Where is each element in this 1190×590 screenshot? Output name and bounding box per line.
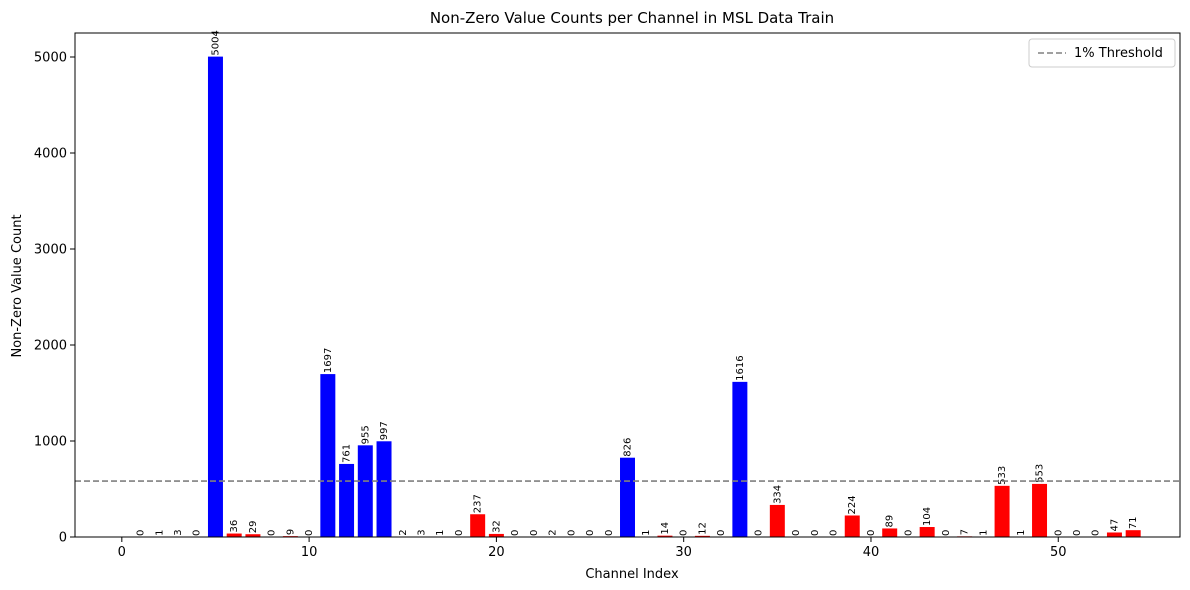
bar-channel-41 — [882, 528, 898, 537]
bar-value-label: 0 — [866, 530, 877, 536]
bar-channel-31 — [694, 535, 710, 537]
bar-value-label: 3 — [173, 529, 184, 535]
bar-channel-5 — [207, 56, 223, 538]
x-tick-label: 40 — [863, 545, 880, 560]
bar-value-label: 0 — [941, 530, 952, 536]
bar-value-label: 89 — [885, 515, 896, 528]
bar-channel-54 — [1125, 530, 1141, 537]
chart-title: Non-Zero Value Counts per Channel in MSL… — [430, 9, 834, 27]
bar-value-label: 955 — [360, 425, 371, 444]
legend: 1% Threshold — [1028, 38, 1176, 68]
bar-value-label: 1 — [435, 530, 446, 536]
bar-value-label: 0 — [903, 530, 914, 536]
bar-value-label: 5004 — [210, 30, 221, 55]
bar-channel-43 — [919, 527, 935, 537]
bar-channel-19 — [470, 514, 486, 537]
bar-value-label: 1616 — [735, 355, 746, 380]
y-tick-label: 0 — [59, 531, 67, 546]
bar-value-label: 0 — [267, 530, 278, 536]
bar-value-label: 0 — [679, 530, 690, 536]
y-tick-label: 2000 — [34, 339, 67, 354]
bar-value-label: 0 — [304, 530, 315, 536]
bar-value-label: 553 — [1035, 464, 1046, 483]
bar-value-label: 0 — [1072, 530, 1083, 536]
bar-channel-35 — [769, 504, 785, 537]
bar-value-label: 0 — [585, 530, 596, 536]
bar-value-label: 3 — [416, 529, 427, 535]
bar-value-label: 0 — [754, 530, 765, 536]
bar-value-label: 1 — [641, 530, 652, 536]
bar-channel-11 — [320, 374, 336, 537]
y-axis-title: Non-Zero Value Count — [10, 214, 25, 357]
bar-value-label: 997 — [379, 421, 390, 440]
y-axis: 0 1000 2000 3000 4000 5000 — [34, 51, 75, 546]
bar-value-label: 1 — [978, 530, 989, 536]
bar-value-label: 12 — [697, 522, 708, 535]
bar-value-label: 2 — [398, 529, 409, 535]
bar-value-label: 29 — [248, 520, 259, 533]
bar-channel-7 — [245, 534, 261, 537]
bar-value-label: 0 — [810, 530, 821, 536]
x-tick-label: 30 — [675, 545, 692, 560]
bar-value-label: 0 — [529, 530, 540, 536]
bar-value-label: 0 — [1091, 530, 1102, 536]
bar-value-label: 533 — [997, 466, 1008, 485]
bar-value-label: 0 — [829, 530, 840, 536]
bar-channel-39 — [844, 515, 860, 537]
bar-channel-27 — [620, 457, 635, 537]
bar-value-label: 0 — [716, 530, 727, 536]
x-tick-label: 0 — [118, 545, 126, 560]
bar-value-label: 237 — [473, 494, 484, 513]
bar-value-label: 0 — [604, 530, 615, 536]
bar-value-label: 0 — [454, 530, 465, 536]
legend-threshold-label: 1% Threshold — [1074, 46, 1163, 61]
bar-channel-29 — [657, 535, 673, 537]
bar-value-label: 0 — [136, 530, 147, 536]
bar-value-label: 1 — [1016, 530, 1027, 536]
bar-value-label: 7 — [960, 529, 971, 535]
bar-channel-13 — [357, 445, 373, 537]
bar-value-label: 47 — [1109, 519, 1120, 532]
x-tick-label: 20 — [488, 545, 505, 560]
bar-channel-47 — [994, 485, 1010, 537]
bar-value-label: 0 — [192, 530, 203, 536]
bar-channel-12 — [339, 463, 355, 537]
y-tick-label: 1000 — [34, 435, 67, 450]
bar-value-label: 0 — [1053, 530, 1064, 536]
bar-channel-14 — [376, 441, 392, 537]
bar-value-label: 0 — [566, 530, 577, 536]
x-tick-label: 10 — [301, 545, 318, 560]
x-axis: 0 10 20 30 40 50 — [118, 537, 1067, 560]
x-axis-title: Channel Index — [585, 567, 679, 582]
bar-value-label: 0 — [510, 530, 521, 536]
y-tick-label: 3000 — [34, 243, 67, 258]
bar-value-label: 9 — [285, 529, 296, 535]
bar-channel-20 — [488, 533, 504, 537]
bar-channel-33 — [732, 381, 748, 537]
bar-value-label: 0 — [791, 530, 802, 536]
y-tick-label: 5000 — [34, 51, 67, 66]
bar-value-label: 71 — [1128, 516, 1139, 529]
bar-value-label: 826 — [623, 438, 634, 457]
bar-value-label: 1697 — [323, 348, 334, 373]
bar-value-label: 761 — [342, 444, 353, 463]
bar-value-label: 2 — [548, 529, 559, 535]
bar-value-label: 104 — [922, 507, 933, 526]
x-tick-label: 50 — [1050, 545, 1067, 560]
bar-value-label: 224 — [847, 495, 858, 514]
y-tick-label: 4000 — [34, 147, 67, 162]
legend-box — [1028, 38, 1176, 68]
bar-value-label: 1 — [154, 530, 165, 536]
bar-channel-49 — [1032, 483, 1048, 537]
bars-layer — [151, 56, 1141, 538]
bar-value-label: 14 — [660, 522, 671, 535]
bar-channel-53 — [1106, 532, 1122, 537]
plot-frame — [74, 32, 1181, 538]
bar-value-label: 32 — [491, 520, 502, 533]
bar-channel-6 — [226, 533, 242, 537]
bar-labels-layer: 0 1 3 0 5004 36 29 0 9 0 1697 761 955 997 2 3 1 0 237 32 0 0 2… — [136, 30, 1140, 536]
bar-value-label: 334 — [772, 485, 783, 504]
bar-value-label: 36 — [229, 520, 240, 533]
